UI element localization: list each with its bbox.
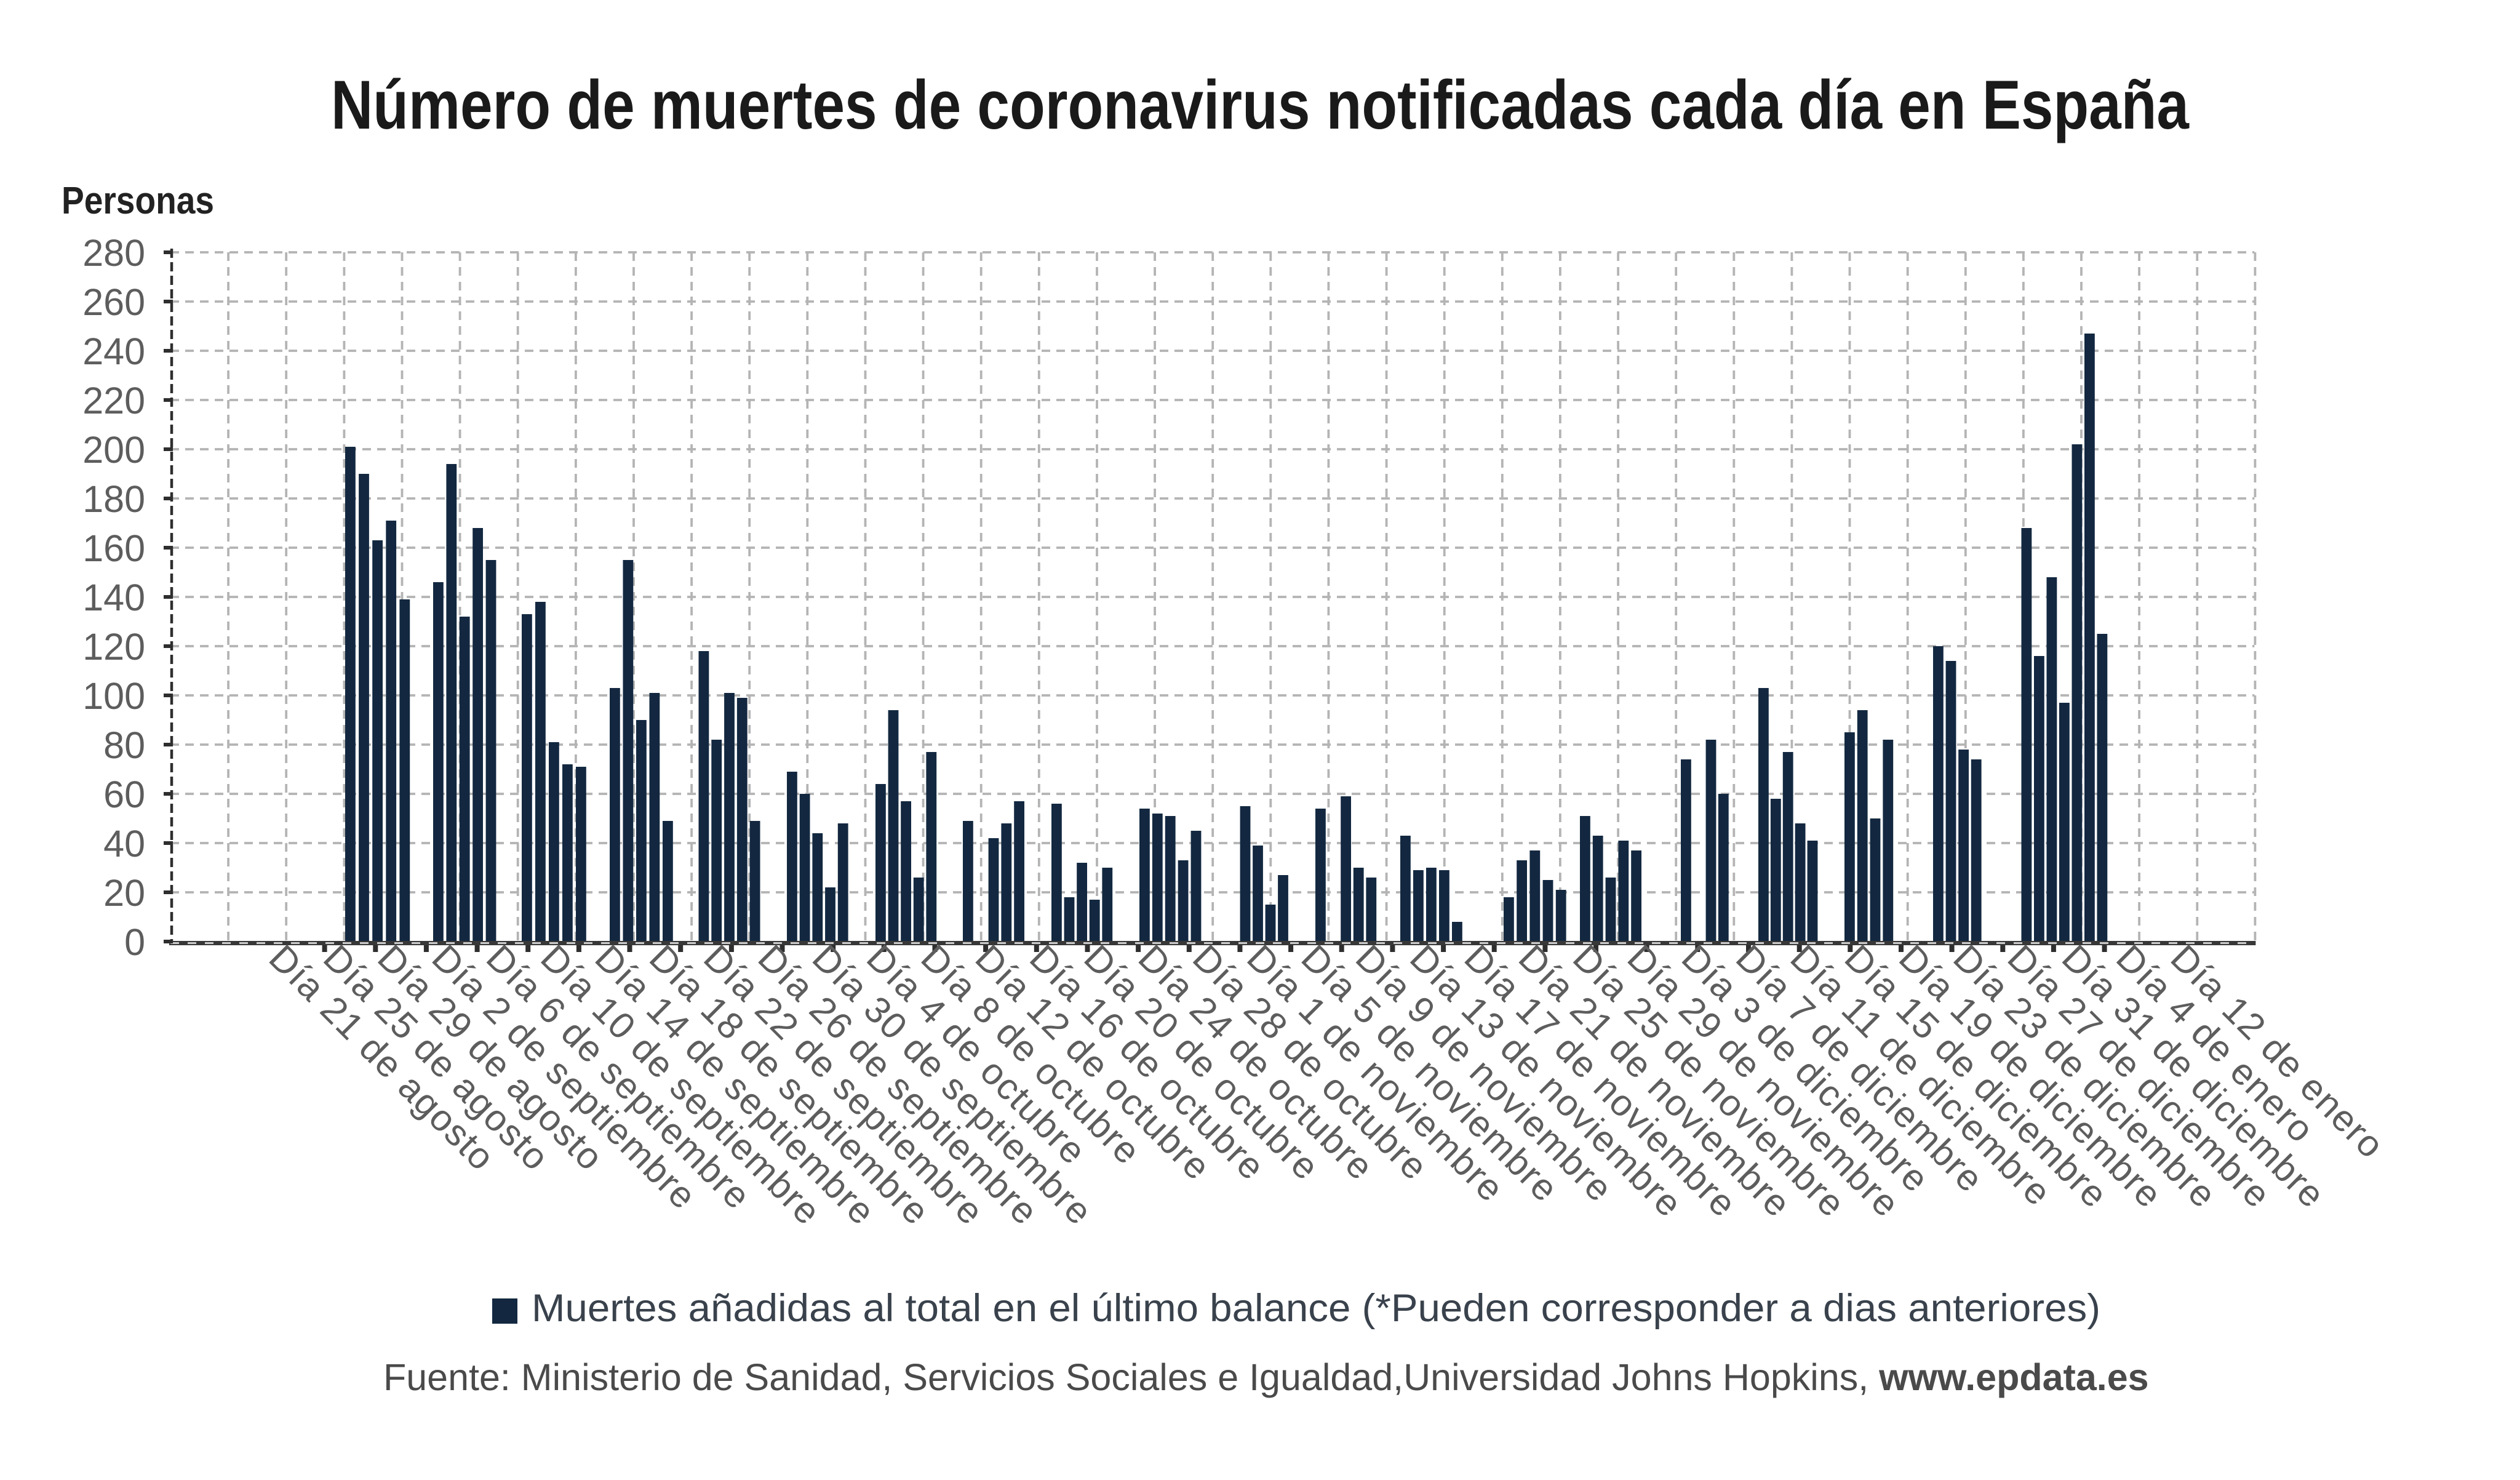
svg-text:80: 80 (103, 724, 145, 766)
svg-text:100: 100 (82, 675, 145, 717)
svg-text:Personas: Personas (62, 180, 214, 222)
svg-text:20: 20 (103, 872, 145, 914)
svg-text:120: 120 (82, 626, 145, 668)
svg-text:160: 160 (82, 527, 145, 569)
svg-text:60: 60 (103, 774, 145, 815)
svg-text:Muertes añadidas al total en e: Muertes añadidas al total en el último b… (532, 1287, 2100, 1330)
svg-text:220: 220 (82, 380, 145, 422)
svg-text:180: 180 (82, 478, 145, 520)
svg-text:Fuente: Ministerio de Sanidad,: Fuente: Ministerio de Sanidad, Servicios… (383, 1356, 2149, 1398)
svg-text:260: 260 (82, 281, 145, 323)
svg-text:280: 280 (82, 232, 145, 274)
svg-text:Número de muertes de coronavir: Número de muertes de coronavirus notific… (331, 66, 2190, 143)
svg-text:0: 0 (124, 921, 145, 963)
svg-text:240: 240 (82, 330, 145, 372)
svg-text:200: 200 (82, 429, 145, 471)
svg-text:140: 140 (82, 577, 145, 618)
svg-text:40: 40 (103, 823, 145, 865)
